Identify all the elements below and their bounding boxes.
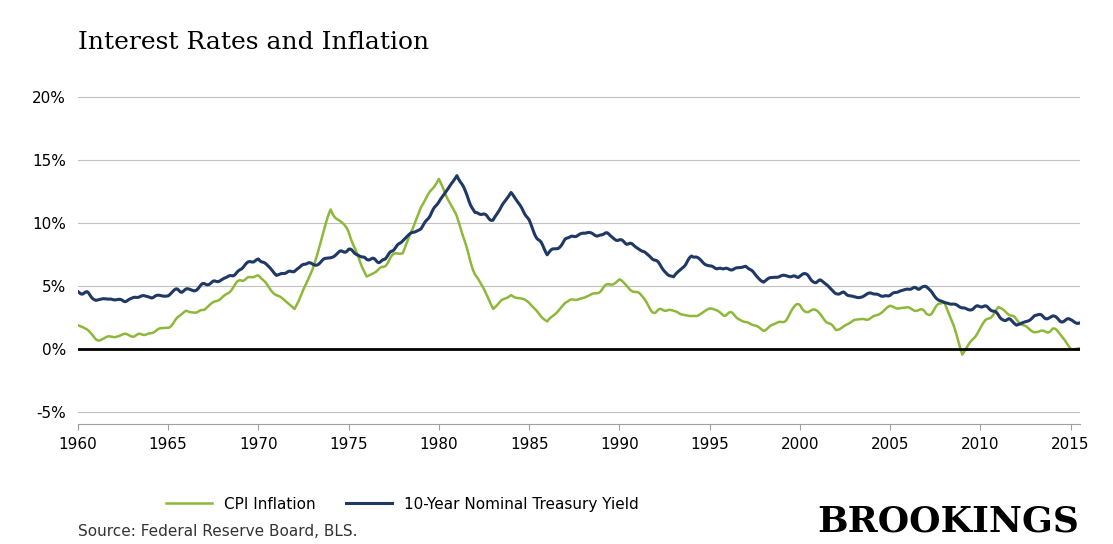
CPI Inflation (71, 322, 85, 329)
10-Year Nominal Treasury Yield (235, 265, 248, 272)
Text: Interest Rates and Inflation: Interest Rates and Inflation (78, 30, 429, 54)
CPI Inflation (401, 238, 414, 244)
Text: Source: Federal Reserve Board, BLS.: Source: Federal Reserve Board, BLS. (78, 523, 357, 539)
10-Year Nominal Treasury Yield (1081, 316, 1094, 323)
10-Year Nominal Treasury Yield (451, 172, 464, 179)
CPI Inflation (1081, 346, 1094, 353)
Line: CPI Inflation: CPI Inflation (78, 179, 1087, 355)
CPI Inflation (923, 312, 936, 318)
CPI Inflation (956, 351, 969, 358)
CPI Inflation (341, 226, 354, 232)
Legend: CPI Inflation, 10-Year Nominal Treasury Yield: CPI Inflation, 10-Year Nominal Treasury … (166, 497, 639, 511)
Line: 10-Year Nominal Treasury Yield: 10-Year Nominal Treasury Yield (78, 176, 1087, 325)
10-Year Nominal Treasury Yield (71, 288, 85, 295)
10-Year Nominal Treasury Yield (100, 296, 114, 302)
10-Year Nominal Treasury Yield (341, 248, 354, 255)
10-Year Nominal Treasury Yield (923, 286, 936, 293)
CPI Inflation (235, 277, 248, 284)
10-Year Nominal Treasury Yield (401, 233, 414, 239)
CPI Inflation (988, 308, 1002, 314)
10-Year Nominal Treasury Yield (987, 308, 1001, 314)
CPI Inflation (432, 176, 445, 182)
CPI Inflation (100, 333, 114, 340)
10-Year Nominal Treasury Yield (1009, 322, 1023, 329)
Text: BROOKINGS: BROOKINGS (818, 505, 1080, 539)
